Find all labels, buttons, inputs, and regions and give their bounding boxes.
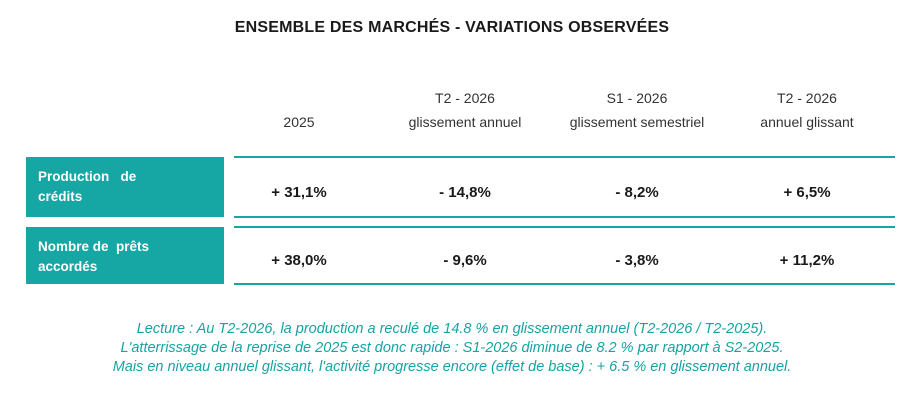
row-label-line1: Production de bbox=[38, 169, 137, 184]
reading-note-line: Lecture : Au T2-2026, la production a re… bbox=[136, 321, 768, 337]
reading-note-line: Mais en niveau annuel glissant, l'activi… bbox=[112, 359, 792, 375]
row-label-nombre-prets: Nombre de prêts accordés bbox=[26, 227, 224, 284]
row-label-line2: accordés bbox=[38, 259, 98, 274]
value-cell: - 9,6% bbox=[443, 252, 487, 269]
row-top-line bbox=[234, 156, 895, 158]
row-label-line1: Nombre de prêts bbox=[38, 239, 150, 254]
column-header-s1-glissement-semestriel: S1 - 2026 glissement semestriel bbox=[552, 86, 722, 134]
column-header-t2-glissement-annuel: T2 - 2026 glissement annuel bbox=[380, 86, 550, 134]
column-header-line2: glissement semestriel bbox=[569, 114, 705, 130]
row-bottom-line bbox=[234, 283, 895, 285]
value-cell: + 6,5% bbox=[783, 184, 831, 201]
value-cell: + 38,0% bbox=[271, 252, 327, 269]
reading-note: Lecture : Au T2-2026, la production a re… bbox=[0, 320, 904, 377]
reading-note-line: L'atterrissage de la reprise de 2025 est… bbox=[120, 340, 784, 356]
row-top-line bbox=[234, 226, 895, 228]
row-bottom-line bbox=[234, 216, 895, 218]
row-label-line2: crédits bbox=[38, 189, 83, 204]
column-header-line2: annuel glissant bbox=[760, 114, 854, 130]
table-title: ENSEMBLE DES MARCHÉS - VARIATIONS OBSERV… bbox=[234, 19, 670, 36]
value-cell: - 14,8% bbox=[439, 184, 491, 201]
column-header-line1 bbox=[234, 86, 364, 110]
value-cell: - 8,2% bbox=[615, 184, 659, 201]
column-header-2025: 2025 bbox=[234, 86, 364, 134]
value-cell: - 3,8% bbox=[615, 252, 659, 269]
value-cell: + 11,2% bbox=[779, 252, 835, 269]
column-header-line1: T2 - 2026 bbox=[435, 90, 495, 106]
column-header-line1: S1 - 2026 bbox=[606, 90, 668, 106]
row-label-production-credits: Production de crédits bbox=[26, 157, 224, 217]
value-cell: + 31,1% bbox=[271, 184, 327, 201]
column-header-t2-annuel-glissant: T2 - 2026 annuel glissant bbox=[722, 86, 892, 134]
column-header-line1: T2 - 2026 bbox=[777, 90, 837, 106]
column-header-line2: 2025 bbox=[283, 114, 315, 130]
column-header-line2: glissement annuel bbox=[408, 114, 522, 130]
